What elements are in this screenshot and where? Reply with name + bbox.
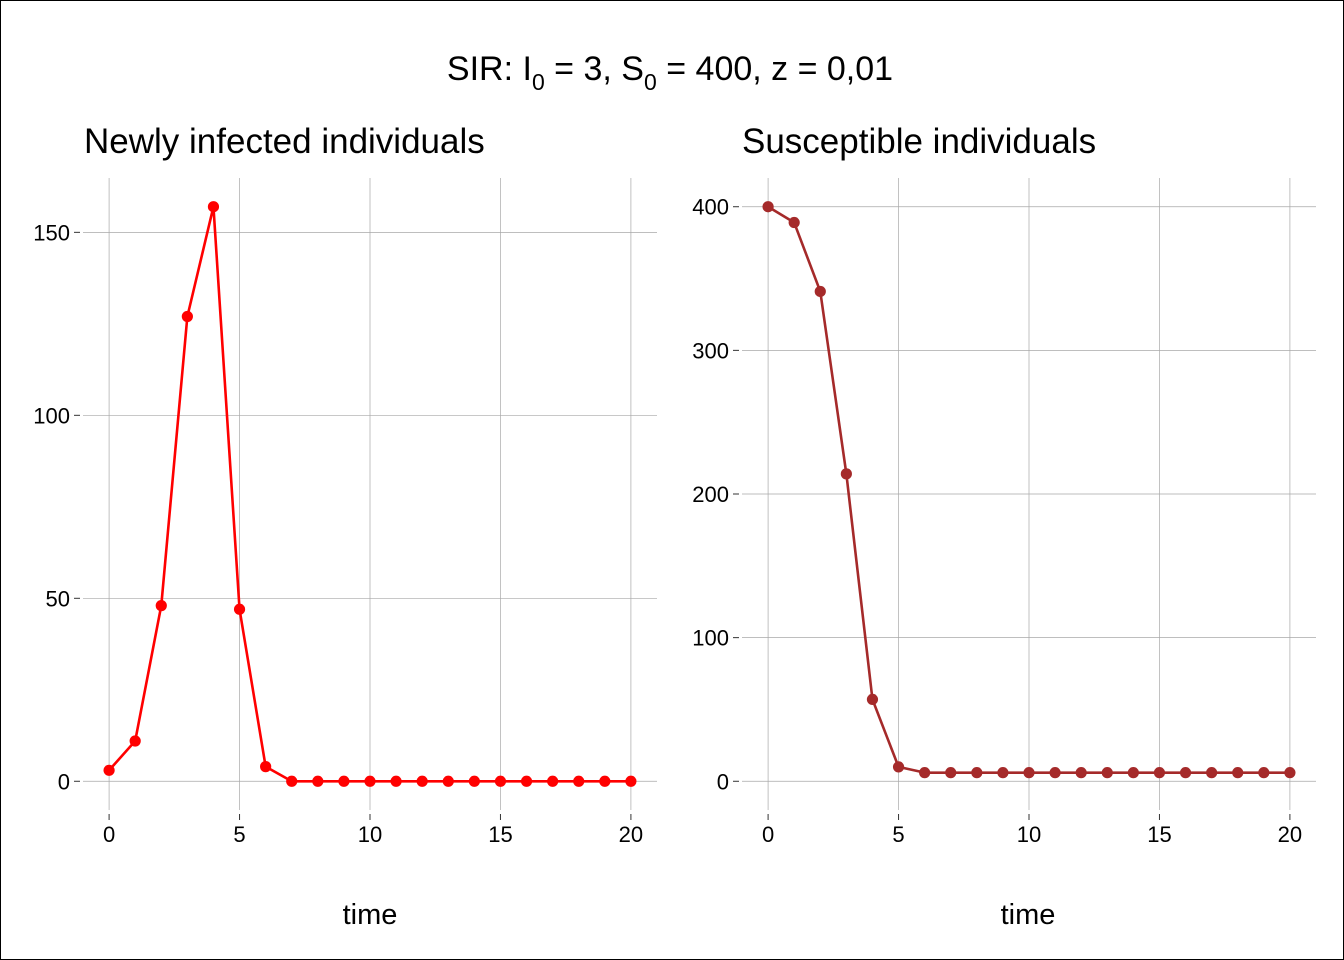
infected-point xyxy=(338,775,350,787)
susceptible-point xyxy=(971,767,983,779)
susceptible-ytick-label: 0 xyxy=(717,769,729,794)
susceptible-xtick-label: 0 xyxy=(762,822,774,847)
infected-ytick-label: 50 xyxy=(46,586,70,611)
susceptible-point xyxy=(945,767,957,779)
infected-point xyxy=(312,775,324,787)
infected-point xyxy=(547,775,559,787)
infected-ytick-label: 0 xyxy=(58,769,70,794)
susceptible-point xyxy=(840,468,852,480)
infected-point xyxy=(573,775,585,787)
infected-point xyxy=(390,775,402,787)
susceptible-xtick-label: 5 xyxy=(892,822,904,847)
susceptible-point xyxy=(1023,767,1035,779)
susceptible-chart: Susceptible individuals time 0 5 10 15 20010… xyxy=(692,122,1316,931)
infected-point xyxy=(494,775,507,787)
infected-point xyxy=(286,775,298,787)
infected-point xyxy=(129,735,141,747)
susceptible-point xyxy=(1075,767,1087,779)
infected-ytick-label: 150 xyxy=(33,220,70,245)
susceptible-point xyxy=(1153,767,1166,779)
susceptible-point xyxy=(892,761,905,773)
infected-xtick-label: 15 xyxy=(488,822,512,847)
susceptible-chart-xlabel: time xyxy=(1001,899,1056,931)
infected-point xyxy=(468,775,480,787)
infected-xtick-label: 10 xyxy=(358,822,382,847)
susceptible-point xyxy=(788,216,800,229)
infected-point xyxy=(103,764,115,776)
infected-chart: Newly infected individuals time 0 5 10 15 20… xyxy=(33,122,657,931)
susceptible-point xyxy=(814,285,826,298)
susceptible-point xyxy=(762,201,774,213)
susceptible-point xyxy=(1179,767,1192,779)
infected-point xyxy=(181,310,193,323)
susceptible-ytick-label: 100 xyxy=(692,626,729,651)
susceptible-point xyxy=(1127,767,1139,779)
infected-point xyxy=(364,775,376,787)
susceptible-xtick-label: 20 xyxy=(1278,822,1302,847)
infected-xtick-label: 20 xyxy=(619,822,643,847)
infected-point xyxy=(207,201,220,213)
susceptible-point xyxy=(866,693,879,706)
susceptible-point xyxy=(1101,767,1113,779)
infected-point xyxy=(233,603,246,615)
figure-suptitle: SIR: I0 = 3, S0 = 400, z = 0,01 xyxy=(447,50,893,95)
susceptible-point xyxy=(919,767,931,779)
susceptible-point xyxy=(997,767,1009,779)
infected-chart-title: Newly infected individuals xyxy=(84,122,485,161)
infected-chart-xlabel: time xyxy=(343,899,398,931)
susceptible-point xyxy=(1049,767,1061,779)
infected-point xyxy=(520,775,533,787)
infected-point xyxy=(155,600,167,612)
infected-xtick-label: 5 xyxy=(233,822,245,847)
susceptible-point xyxy=(1284,767,1296,779)
infected-point xyxy=(625,775,637,787)
susceptible-point xyxy=(1232,767,1244,779)
susceptible-ytick-label: 300 xyxy=(692,338,729,363)
susceptible-ytick-label: 400 xyxy=(692,195,729,220)
susceptible-xtick-label: 15 xyxy=(1147,822,1171,847)
susceptible-ytick-label: 200 xyxy=(692,482,729,507)
infected-ytick-label: 100 xyxy=(33,403,70,428)
susceptible-xtick-label: 10 xyxy=(1017,822,1041,847)
infected-xtick-label: 0 xyxy=(103,822,115,847)
infected-point xyxy=(442,775,454,787)
susceptible-chart-title: Susceptible individuals xyxy=(742,122,1096,161)
infected-point xyxy=(416,775,428,787)
infected-point xyxy=(260,761,272,773)
susceptible-point xyxy=(1206,767,1218,779)
susceptible-point xyxy=(1258,767,1270,779)
infected-point xyxy=(599,775,611,787)
